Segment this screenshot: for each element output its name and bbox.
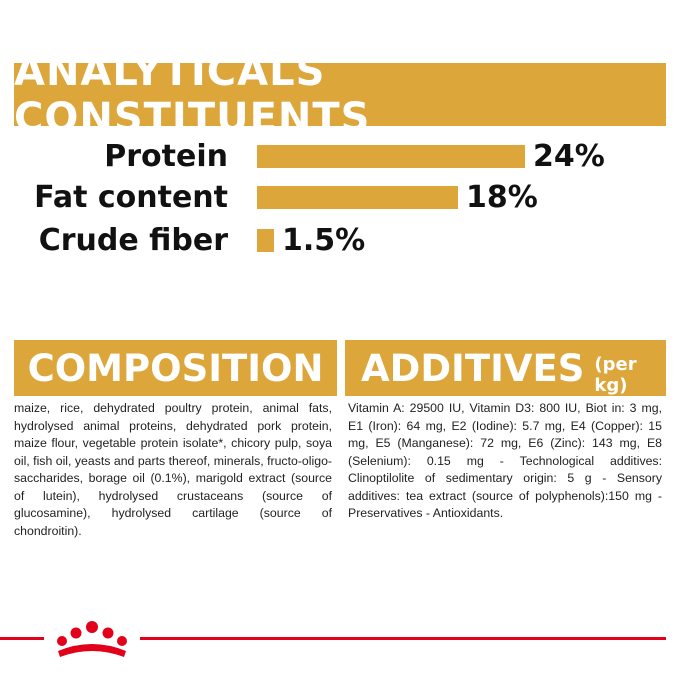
analytics-value: 18% — [466, 180, 538, 215]
analytics-title: ANALYTICALS CONSTITUENTS — [14, 48, 371, 141]
footer-line-left — [0, 637, 44, 640]
additives-banner: ADDITIVES (per kg) — [345, 340, 666, 396]
analytics-bar — [257, 145, 525, 168]
additives-text: Vitamin A: 29500 IU, Vitamin D3: 800 IU,… — [348, 401, 662, 520]
composition-text: maize, rice, dehydrated poultry protein,… — [14, 401, 332, 538]
analytics-row: Protein 24% — [0, 137, 680, 177]
analytics-label: Fat content — [34, 180, 228, 215]
crown-logo-icon — [57, 621, 127, 657]
additives-title: ADDITIVES — [361, 346, 585, 390]
analytics-value: 24% — [533, 139, 605, 174]
analytics-bar — [257, 186, 458, 209]
analytics-value: 1.5% — [282, 223, 366, 258]
analytics-bar — [257, 229, 274, 252]
analytics-label: Protein — [104, 139, 228, 174]
analytics-row: Crude fiber 1.5% — [0, 221, 680, 261]
composition-title: COMPOSITION — [27, 346, 324, 390]
analytics-label: Crude fiber — [38, 223, 228, 258]
footer-line-right — [140, 637, 666, 640]
additives-subtitle: (per kg) — [594, 354, 637, 396]
analytics-banner: ANALYTICALS CONSTITUENTS — [14, 49, 666, 141]
composition-banner: COMPOSITION — [14, 340, 337, 396]
analytics-row: Fat content 18% — [0, 178, 680, 218]
